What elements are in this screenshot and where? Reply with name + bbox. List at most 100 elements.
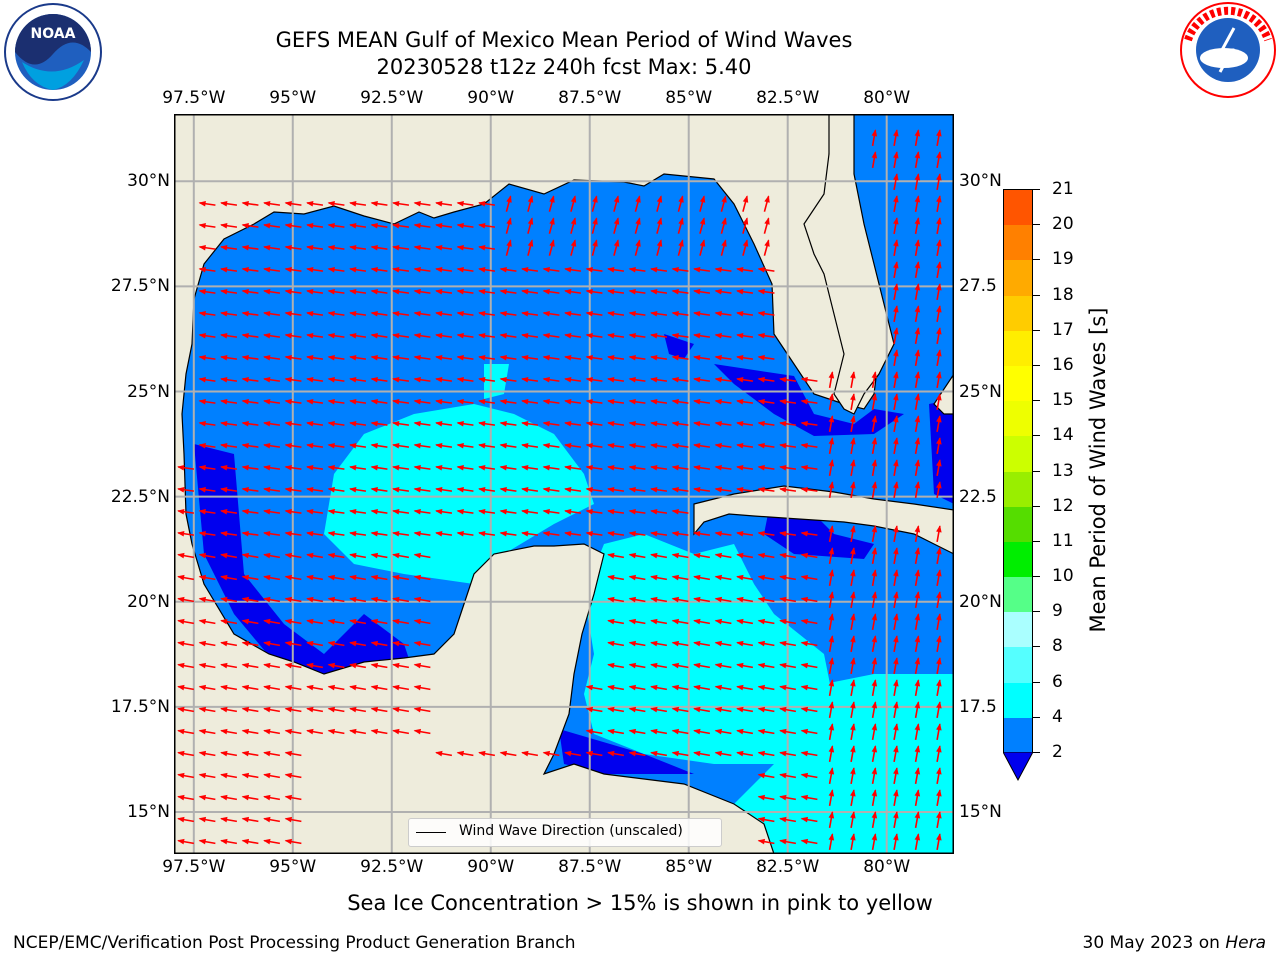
wave-arrow-head: [628, 618, 637, 625]
colorbar-extension: [1003, 752, 1033, 782]
colorbar-tick-mark: [1033, 224, 1040, 226]
wave-arrow-head: [370, 596, 379, 603]
wave-arrow-head: [198, 288, 206, 295]
wave-arrow-head: [478, 530, 486, 537]
wave-arrow-head: [392, 376, 400, 383]
wave-arrow-head: [936, 195, 942, 203]
wave-arrow-head: [828, 459, 835, 467]
lon-tick-top: 92.5°W: [360, 88, 424, 108]
wave-arrow-head: [693, 310, 701, 317]
wave-arrow-head: [607, 706, 615, 713]
wave-arrow-head: [220, 574, 228, 581]
wave-arrow-head: [263, 530, 271, 537]
wave-arrow-head: [177, 552, 185, 559]
wave-arrow-head: [936, 613, 942, 621]
wave-arrow-head: [241, 376, 249, 383]
wave-arrow-head: [893, 239, 899, 247]
wave-arrow-head: [693, 420, 701, 427]
wave-arrow-head: [370, 200, 378, 207]
wave-arrow-head: [327, 442, 335, 449]
wave-arrow-head: [370, 420, 378, 427]
colorbar-segment: [1004, 682, 1032, 719]
wave-arrow-head: [241, 706, 250, 713]
wave-arrow-head: [828, 745, 835, 753]
wave-arrow-head: [871, 151, 878, 159]
wave-arrow-head: [392, 200, 400, 207]
wave-arrow-head: [564, 464, 572, 471]
wave-arrow-head: [564, 442, 572, 449]
legend-line-swatch: [416, 832, 446, 833]
wave-arrow-head: [499, 332, 507, 339]
wave-arrow-head: [693, 530, 701, 537]
wave-arrow-head: [392, 354, 400, 361]
colorbar-tick-mark: [1033, 505, 1040, 507]
wave-arrow-head: [327, 332, 335, 339]
wave-arrow-head: [628, 640, 637, 647]
wave-arrow-head: [871, 547, 878, 555]
wave-arrow-head: [650, 552, 658, 559]
wave-arrow-head: [413, 508, 421, 515]
wave-arrow-head: [284, 508, 292, 515]
wave-arrow-head: [693, 684, 701, 691]
wave-arrow-head: [650, 332, 658, 339]
wave-arrow-head: [499, 508, 507, 515]
colorbar-tick-label: 21: [1052, 179, 1074, 199]
wave-arrow-head: [693, 442, 701, 449]
wave-arrow-head: [263, 310, 271, 317]
wave-arrow-head: [549, 217, 555, 225]
wave-arrow-head: [893, 767, 899, 775]
wave-arrow-head: [456, 354, 464, 361]
wave-arrow-head: [284, 552, 293, 559]
wave-arrow-head: [585, 266, 593, 273]
wave-arrow-head: [349, 332, 357, 339]
wave-arrow-head: [413, 376, 421, 383]
wave-arrow-head: [284, 706, 293, 713]
wave-arrow-head: [650, 420, 658, 427]
colorbar-segment: [1004, 295, 1032, 332]
wave-arrow-head: [521, 530, 529, 537]
wave-arrow-head: [177, 706, 185, 713]
wave-arrow-head: [327, 552, 336, 559]
wave-arrow-head: [521, 310, 529, 317]
wave-arrow-head: [564, 750, 572, 757]
wave-arrow-head: [850, 657, 856, 665]
wave-arrow-head: [871, 129, 878, 137]
map-gridlines: [174, 114, 954, 854]
wave-arrow-head: [542, 750, 551, 757]
wave-arrow-head: [914, 415, 921, 423]
wave-arrow-head: [499, 354, 507, 361]
wave-arrow-head: [893, 525, 899, 533]
wave-arrow-head: [542, 464, 550, 471]
wave-arrow-head: [506, 217, 512, 225]
wave-arrow-head: [306, 662, 314, 669]
wave-arrow-head: [478, 486, 486, 493]
wave-arrow-head: [871, 789, 878, 797]
wave-arrow-head: [693, 552, 701, 559]
wave-arrow-head: [628, 420, 636, 427]
wave-arrow-head: [828, 415, 835, 423]
wave-arrow-head: [198, 574, 207, 581]
wave-arrow-head: [613, 217, 620, 225]
wave-arrow-head: [263, 266, 271, 273]
wave-arrow-head: [435, 464, 443, 471]
wave-arrow-head: [936, 173, 942, 181]
wave-arrow-head: [349, 552, 357, 559]
wave-arrow-head: [721, 195, 727, 203]
wave-arrow-head: [585, 332, 593, 339]
wave-arrow-head: [241, 398, 249, 405]
wave-arrow-head: [263, 552, 271, 559]
wave-arrow-head: [893, 261, 899, 269]
wave-arrow-head: [607, 508, 615, 515]
wave-arrow-head: [914, 525, 921, 533]
wave-arrow-head: [241, 508, 249, 515]
wave-arrow-head: [392, 662, 400, 669]
wave-arrow-head: [478, 332, 486, 339]
wave-arrow-head: [607, 398, 615, 405]
wave-arrow-head: [349, 464, 357, 471]
wave-arrow-head: [650, 376, 658, 383]
wave-arrow-head: [177, 728, 185, 735]
wave-arrow-head: [327, 222, 335, 229]
wave-arrow-head: [435, 486, 443, 493]
wave-arrow-head: [198, 838, 207, 845]
wave-arrow-head: [914, 679, 921, 687]
